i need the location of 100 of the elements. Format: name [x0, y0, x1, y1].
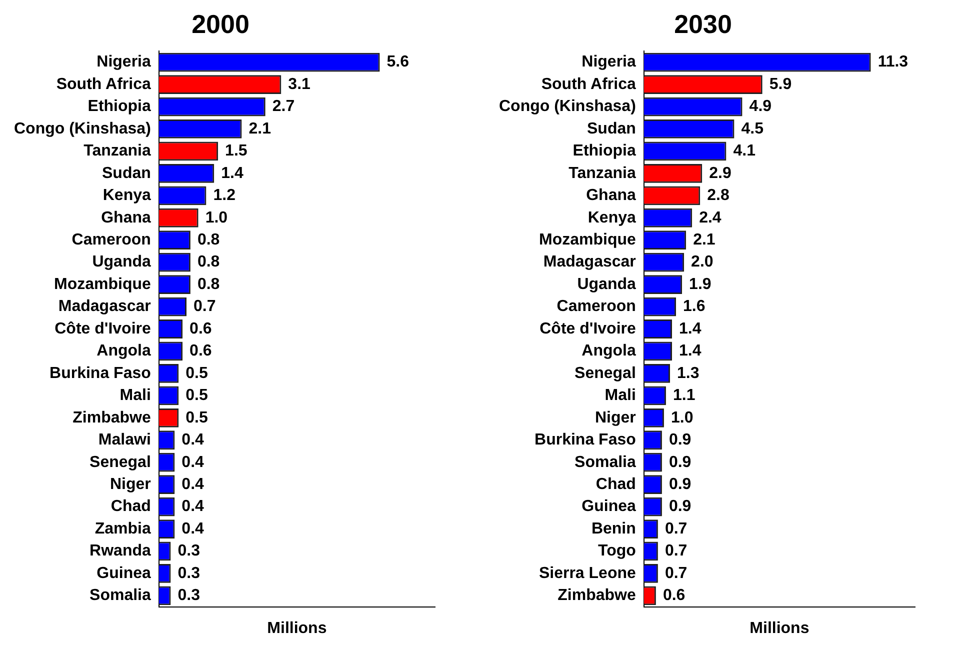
y-tick-label: Zimbabwe: [72, 409, 151, 426]
data-label: 0.9: [668, 476, 692, 493]
data-label: 1.3: [676, 364, 700, 382]
y-tick-label: Niger: [594, 409, 636, 426]
data-label: 1.4: [221, 164, 244, 182]
y-tick-label: Sudan: [587, 120, 636, 138]
data-label: 0.5: [186, 387, 208, 404]
data-label: 0.6: [662, 587, 686, 604]
y-tick-label: Cameroon: [72, 232, 151, 249]
data-label: 11.3: [878, 54, 908, 71]
data-label: 2.0: [691, 254, 714, 271]
y-tick-label: Malawi: [98, 432, 151, 449]
y-tick-label: Ethiopia: [88, 98, 151, 116]
chart-title: 2030: [674, 8, 732, 39]
y-tick-label: Angola: [582, 342, 636, 360]
y-tick-label: Burkina Faso: [50, 364, 152, 382]
y-tick-label: Congo (Kinshasa): [14, 120, 151, 138]
y-tick-label: Sudan: [102, 164, 151, 182]
data-label: 0.8: [197, 254, 220, 271]
y-tick-label: Zambia: [94, 520, 151, 538]
data-label: 0.4: [182, 520, 204, 538]
data-label: 0.5: [186, 364, 208, 382]
data-label: 0.4: [182, 432, 204, 449]
data-label: 0.5: [186, 409, 208, 426]
data-label: 4.1: [733, 142, 756, 160]
y-tick-label: Zimbabwe: [558, 587, 636, 604]
data-label: 2.1: [248, 120, 272, 138]
data-label: 0.3: [178, 542, 200, 560]
data-label: 1.9: [689, 276, 712, 293]
y-tick-label: Somalia: [90, 587, 151, 604]
y-tick-label: Nigeria: [582, 54, 636, 71]
data-label: 0.6: [190, 320, 212, 338]
y-tick-label: Chad: [596, 476, 636, 493]
y-tick-label: Ethiopia: [572, 142, 636, 160]
data-label: 0.8: [197, 232, 220, 249]
y-tick-label: Kenya: [102, 187, 151, 204]
y-tick-label: Uganda: [92, 254, 151, 271]
y-tick-label: Benin: [591, 520, 636, 538]
data-label: 2.4: [699, 209, 722, 226]
y-tick-label: Mali: [120, 387, 151, 404]
y-tick-label: Senegal: [90, 454, 151, 471]
y-tick-label: Tanzania: [568, 164, 636, 182]
data-label: 1.2: [213, 187, 236, 204]
y-tick-label: Angola: [96, 342, 151, 360]
data-label: 2.1: [693, 232, 716, 249]
data-label: 0.9: [668, 432, 692, 449]
data-label: 0.7: [664, 564, 688, 582]
y-tick-label: Madagascar: [543, 254, 636, 271]
y-tick-label: Tanzania: [84, 142, 151, 160]
data-label: 4.9: [749, 98, 772, 116]
data-label: 1.0: [205, 209, 228, 226]
data-label: 1.1: [672, 387, 696, 404]
data-label: 2.9: [709, 164, 732, 182]
y-tick-label: South Africa: [541, 76, 636, 93]
data-label: 0.4: [182, 498, 204, 516]
data-label: 0.6: [190, 342, 212, 360]
y-tick-label: Côte d'Ivoire: [54, 320, 151, 338]
data-label: 0.4: [182, 454, 204, 471]
chart-title: 2000: [192, 8, 250, 39]
data-label: 0.4: [182, 476, 204, 493]
y-tick-label: Guinea: [96, 564, 151, 582]
y-tick-label: Rwanda: [90, 542, 151, 560]
data-label: 0.7: [664, 520, 688, 538]
data-label: 1.6: [683, 298, 706, 316]
y-tick-label: Kenya: [588, 209, 636, 226]
y-tick-label: Madagascar: [58, 298, 151, 316]
data-label: 2.7: [272, 98, 295, 116]
y-tick-label: Guinea: [582, 498, 636, 516]
x-axis-title: Millions: [750, 620, 810, 637]
data-label: 4.5: [741, 120, 764, 138]
data-label: 0.7: [194, 298, 216, 316]
data-label: 2.8: [707, 187, 730, 204]
y-tick-label: Somalia: [574, 454, 636, 471]
y-tick-label: Congo (Kinshasa): [499, 98, 636, 116]
y-tick-label: Burkina Faso: [534, 432, 636, 449]
y-tick-label: Nigeria: [96, 54, 151, 71]
y-tick-label: Uganda: [577, 276, 636, 293]
data-label: 1.4: [679, 342, 702, 360]
data-label: 0.9: [668, 454, 692, 471]
x-axis-title: Millions: [267, 620, 327, 637]
y-tick-label: South Africa: [56, 76, 151, 93]
data-label: 0.8: [197, 276, 220, 293]
data-label: 5.6: [386, 54, 410, 71]
y-tick-label: Sierra Leone: [538, 564, 636, 582]
y-tick-label: Togo: [598, 542, 636, 560]
y-tick-label: Senegal: [574, 364, 636, 382]
y-tick-label: Cameroon: [556, 298, 636, 316]
y-tick-label: Niger: [110, 476, 151, 493]
y-tick-label: Mozambique: [54, 276, 151, 293]
y-tick-label: Mozambique: [539, 232, 636, 249]
data-label: 0.9: [668, 498, 692, 516]
data-label: 1.0: [670, 409, 694, 426]
data-label: 0.3: [178, 564, 200, 582]
data-label: 5.9: [769, 76, 792, 93]
y-tick-label: Ghana: [586, 187, 636, 204]
data-label: 0.3: [178, 587, 200, 604]
data-label: 3.1: [288, 76, 311, 93]
y-tick-label: Ghana: [101, 209, 151, 226]
y-tick-label: Côte d'Ivoire: [540, 320, 636, 338]
data-label: 1.4: [679, 320, 702, 338]
